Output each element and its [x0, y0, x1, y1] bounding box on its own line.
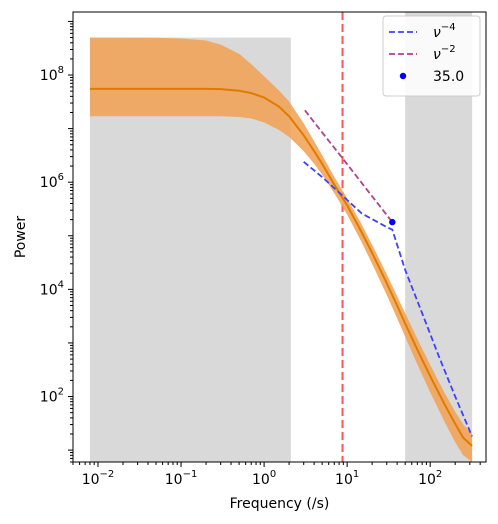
- y-axis-ticks: 102 104 106 108: [40, 20, 73, 463]
- y-tick-label-4: 108: [40, 65, 64, 84]
- x-axis-label: Frequency (/s): [230, 496, 330, 512]
- legend-label-2: ν−2: [433, 44, 456, 63]
- series-group: [303, 109, 473, 437]
- data-point-3-1: [389, 218, 396, 226]
- x-tick-label-4: 101: [335, 469, 359, 488]
- legend-label-3: 35.0: [433, 69, 464, 85]
- confidence-band-area: [90, 37, 473, 462]
- series-line-1: [303, 161, 473, 437]
- legend-label-1: ν−4: [433, 22, 456, 41]
- model-line: [90, 87, 473, 447]
- x-tick-label-5: 102: [418, 469, 442, 488]
- series-line-2: [304, 109, 394, 223]
- y-tick-label-2: 104: [40, 279, 64, 298]
- legend-box: [382, 15, 481, 97]
- x-tick-label-2: 10−1: [165, 469, 198, 488]
- confidence-band: [90, 37, 473, 462]
- plot-frame: [72, 11, 487, 463]
- x-tick-label-1: 10−2: [82, 469, 115, 488]
- legend-marker-3: [399, 72, 407, 80]
- y-tick-label-3: 106: [40, 172, 64, 191]
- model-curve: [90, 87, 473, 447]
- x-tick-label-3: 100: [252, 469, 276, 488]
- y-tick-label-1: 102: [40, 387, 64, 406]
- y-axis-label: Power: [13, 216, 29, 259]
- x-axis-ticks: 10−2 10−1 100 101 102: [72, 462, 481, 488]
- legend: ν−4 ν−2 35.0: [382, 15, 481, 97]
